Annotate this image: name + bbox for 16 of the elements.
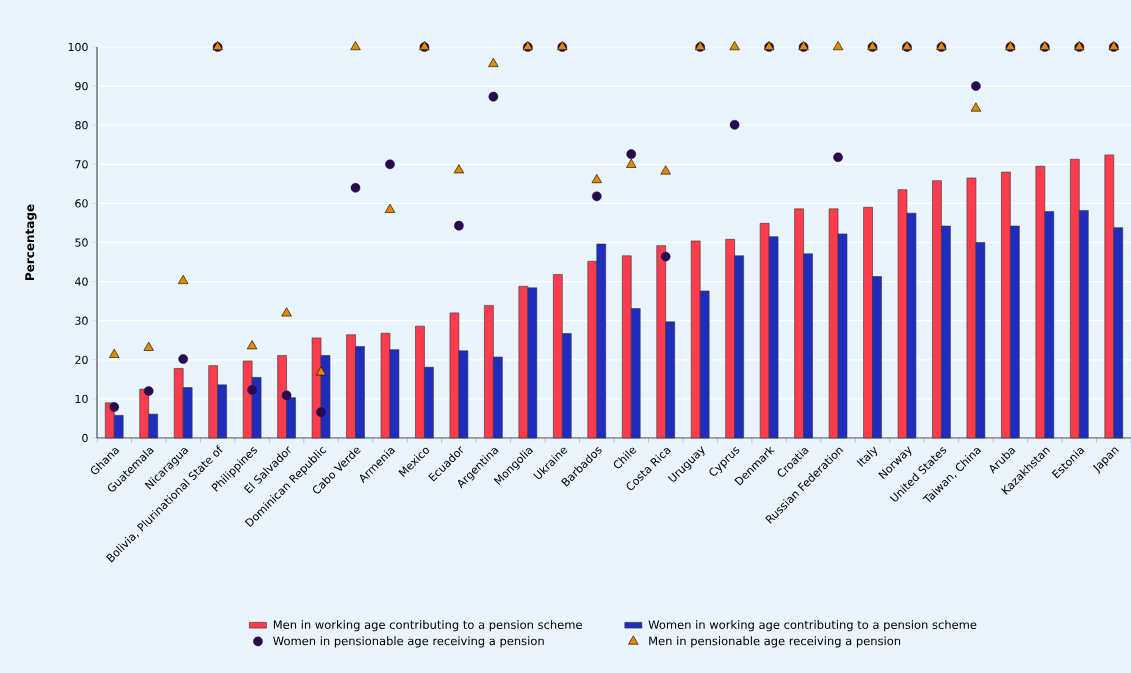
- y-tick-label: 70: [75, 160, 88, 169]
- y-tick-label: 50: [75, 238, 88, 247]
- y-tick-label: 100: [68, 42, 88, 52]
- legend-label: Men in working age contributing to a pension scheme: [273, 620, 582, 632]
- y-tick-label: 30: [75, 316, 88, 325]
- y-tick-label: 60: [75, 199, 88, 208]
- y-axis-title: Percentage: [25, 204, 37, 281]
- y-tick-label: 90: [75, 81, 88, 91]
- legend-label: Men in pensionable age receiving a pension: [649, 636, 901, 648]
- y-tick-label: 10: [75, 394, 88, 404]
- legend-label: Women in pensionable age receiving a pension: [273, 636, 544, 648]
- y-tick-label: 0: [82, 433, 88, 443]
- y-tick-label: 40: [75, 277, 88, 286]
- y-tick-label: 80: [75, 121, 88, 130]
- y-tick-label: 20: [75, 355, 88, 364]
- legend-label: Women in working age contributing to a pension scheme: [648, 620, 977, 632]
